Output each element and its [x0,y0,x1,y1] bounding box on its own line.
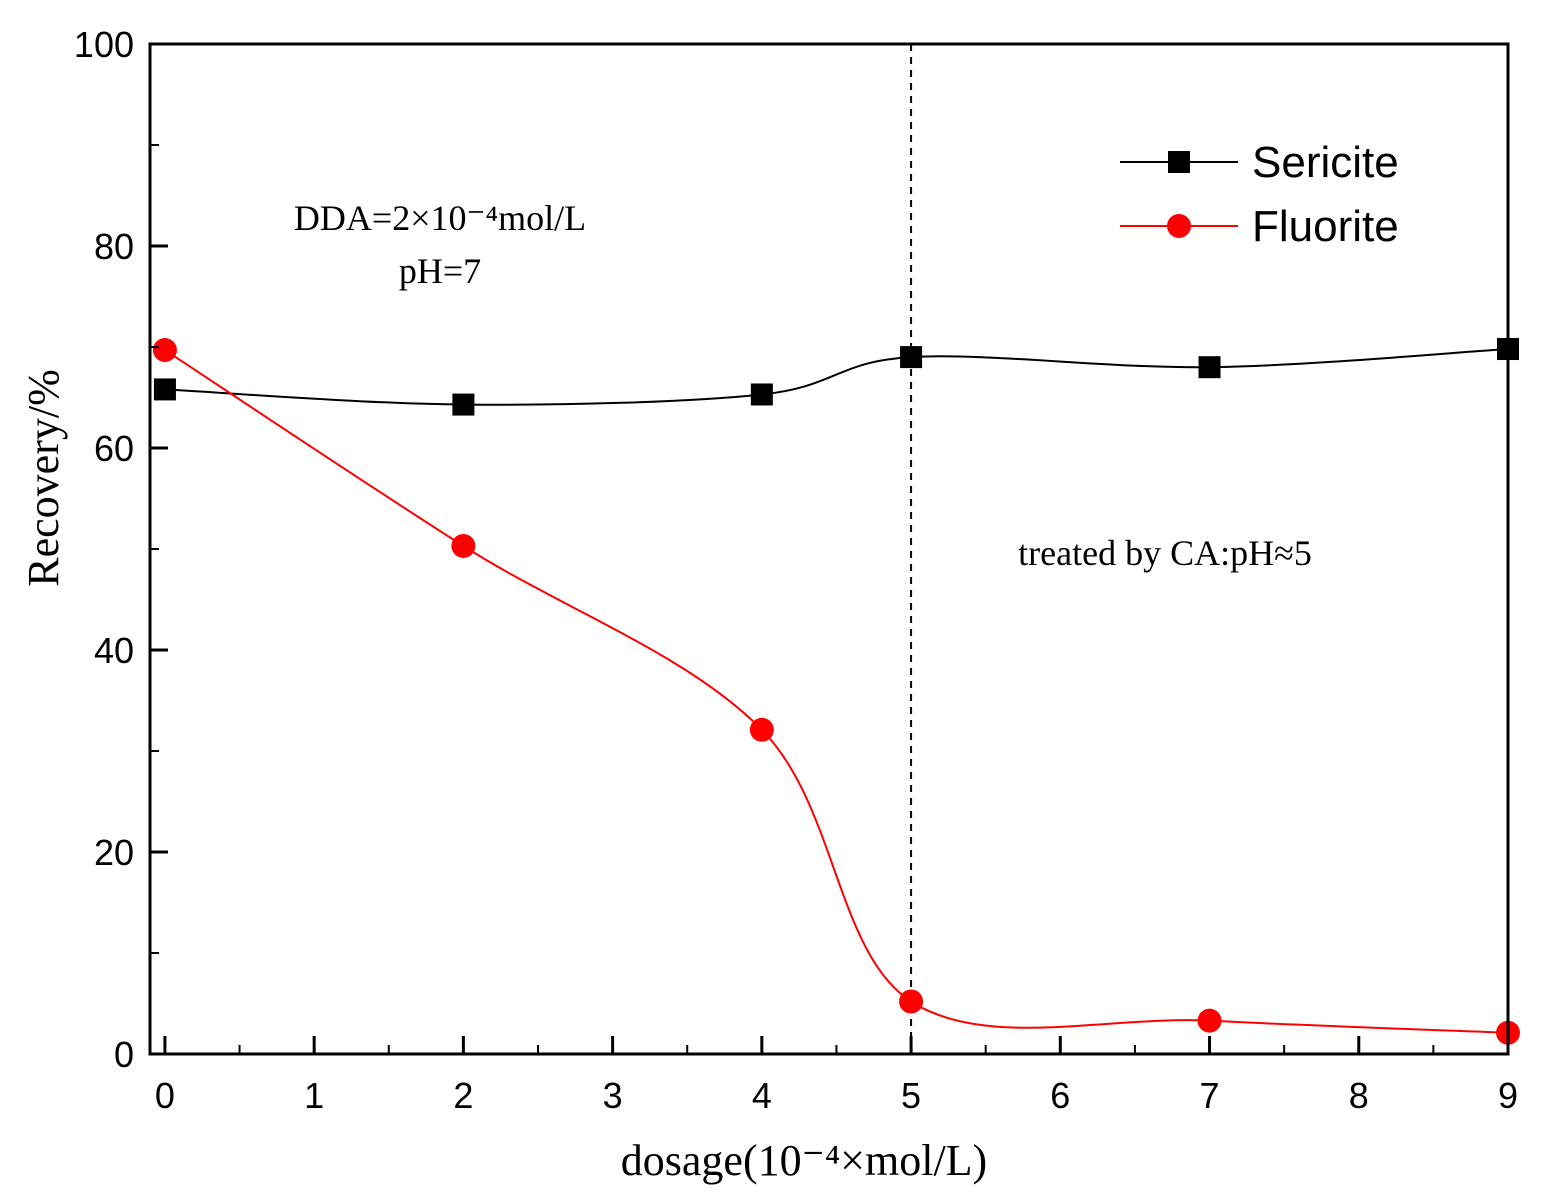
x-tick-label-1: 1 [304,1075,324,1116]
x-tick-label-8: 8 [1349,1075,1369,1116]
series-line-fluorite [164,349,1509,1034]
legend: Sericite Fluorite [1120,138,1399,251]
x-tick-label-0: 0 [155,1075,175,1116]
y-tick-label-100: 100 [74,24,134,65]
annotation-condition-line2: pH=7 [399,251,481,291]
x-tick-label-9: 9 [1498,1075,1518,1116]
point-sericite-5 [900,346,923,369]
point-fluorite-5 [899,989,924,1014]
legend-label-sericite: Sericite [1252,138,1399,187]
y-tick-label-40: 40 [94,630,134,671]
legend-marker-fluorite [1167,214,1191,238]
y-tick-label-60: 60 [94,428,134,469]
y-axis-title: Recovery/% [19,369,68,586]
point-sericite-2 [452,393,475,416]
x-tick-label-6: 6 [1050,1075,1070,1116]
legend-label-fluorite: Fluorite [1252,202,1399,251]
x-tick-label-3: 3 [603,1075,623,1116]
y-tick-label-20: 20 [94,832,134,873]
x-tick-label-2: 2 [453,1075,473,1116]
annotation-condition-line1: DDA=2×10⁻⁴mol/L [294,198,586,238]
point-sericite-0 [153,378,176,401]
y-tick-label-80: 80 [94,226,134,267]
point-fluorite-7 [1197,1008,1222,1033]
annotation-treatment-note: treated by CA:pH≈5 [1018,533,1312,573]
y-axis-ticks: 0 20 40 60 80 100 [74,24,168,1075]
series-markers [152,338,1520,1045]
x-tick-label-7: 7 [1200,1075,1220,1116]
point-fluorite-0 [152,338,177,363]
point-sericite-7 [1198,356,1221,379]
series-curves [164,348,1509,1034]
x-tick-label-5: 5 [901,1075,921,1116]
x-tick-label-4: 4 [752,1075,772,1116]
legend-marker-sericite [1168,151,1190,173]
point-fluorite-4 [749,717,774,742]
point-sericite-4 [750,383,773,406]
point-fluorite-2 [451,533,476,558]
y-tick-label-0: 0 [114,1034,134,1075]
x-axis-title: dosage(10⁻⁴×mol/L) [621,1136,987,1185]
series-line-sericite [164,348,1509,406]
x-axis-ticks: 0 1 2 3 4 5 6 7 8 9 [155,1036,1518,1116]
